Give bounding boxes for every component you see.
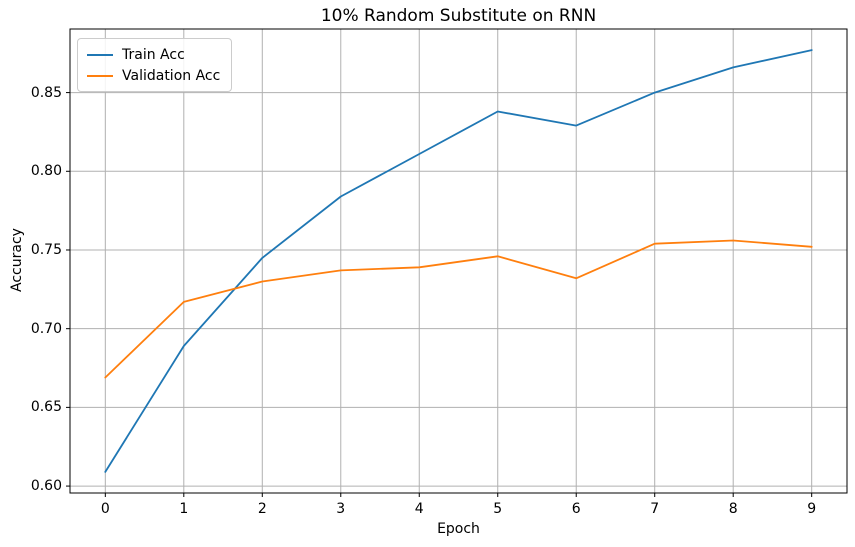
legend-label-train: Train Acc [122, 46, 185, 63]
x-tick-label: 0 [100, 501, 110, 517]
x-tick-label: 9 [807, 501, 817, 517]
legend-item-train: Train Acc [87, 44, 220, 65]
x-tick-label: 3 [336, 501, 346, 517]
plot-border [69, 28, 848, 494]
x-tick-label: 7 [650, 501, 660, 517]
x-tick-label: 6 [571, 501, 581, 517]
legend-label-validation: Validation Acc [122, 67, 221, 84]
legend: Train Acc Validation Acc [77, 38, 233, 92]
y-tick-label: 0.85 [30, 84, 62, 101]
y-tick-label: 0.65 [30, 399, 62, 416]
x-axis-label: Epoch [437, 521, 480, 537]
y-tick-label: 0.60 [30, 478, 62, 495]
y-tick-label: 0.75 [30, 241, 62, 258]
x-tick-label: 4 [414, 501, 424, 517]
legend-item-validation: Validation Acc [87, 65, 220, 86]
x-tick-label: 8 [728, 501, 738, 517]
chart-title: 10% Random Substitute on RNN [320, 6, 597, 26]
y-axis-label: Accuracy [9, 228, 25, 292]
validation-acc-line [104, 239, 813, 379]
train-acc-swatch-icon [87, 53, 113, 56]
y-tick-label: 0.80 [30, 163, 62, 180]
x-tick-label: 5 [493, 501, 503, 517]
y-tick-label: 0.70 [30, 320, 62, 337]
x-tick-label: 2 [257, 501, 267, 517]
validation-acc-swatch-icon [87, 74, 113, 77]
train-acc-line [104, 49, 813, 473]
x-tick-label: 1 [179, 501, 189, 517]
